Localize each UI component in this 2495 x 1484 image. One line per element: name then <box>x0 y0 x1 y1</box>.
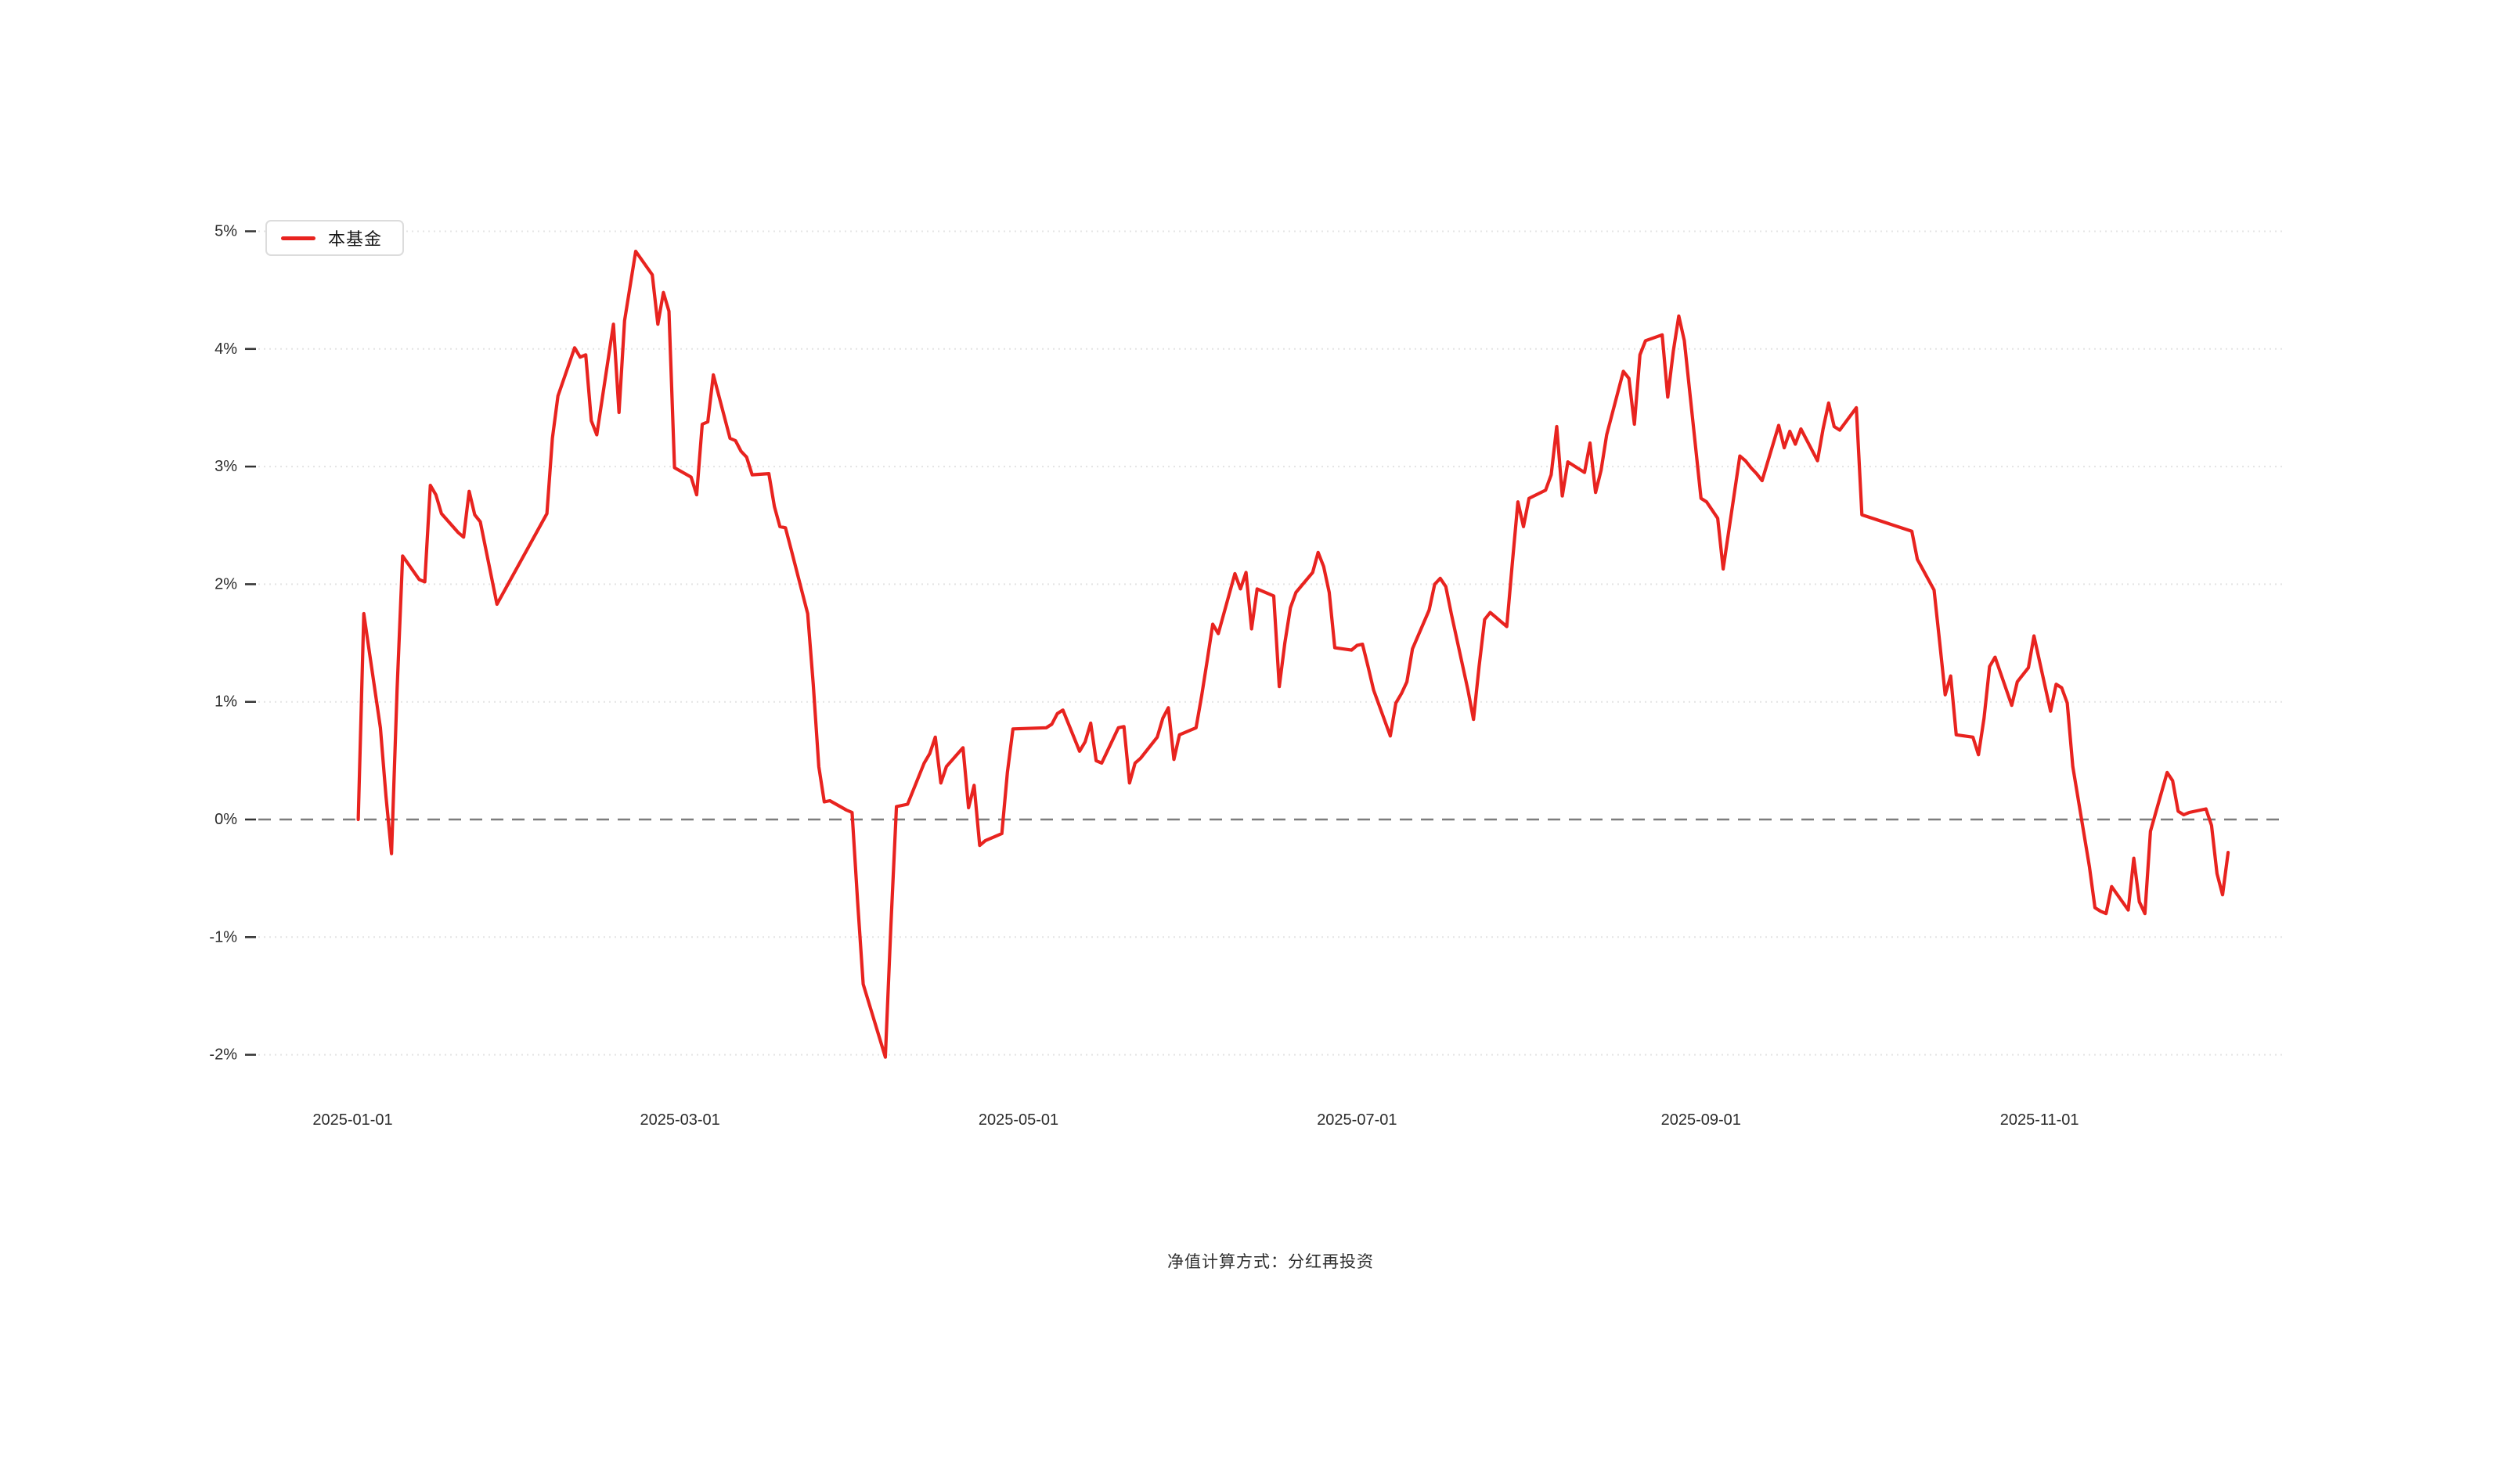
y-tick-label: -1% <box>209 928 237 946</box>
legend-line-swatch <box>281 236 315 240</box>
x-tick-label: 2025-09-01 <box>1661 1111 1741 1129</box>
y-tick-label: 5% <box>215 223 237 240</box>
x-tick-label: 2025-11-01 <box>2000 1111 2079 1129</box>
x-tick-label: 2025-03-01 <box>640 1111 720 1129</box>
y-tick-label: -2% <box>209 1046 237 1064</box>
series-line-本基金[interactable] <box>356 250 2230 1059</box>
x-tick-label: 2025-01-01 <box>312 1111 392 1129</box>
y-tick-label: 2% <box>215 575 237 593</box>
y-tick-label: 0% <box>215 811 237 828</box>
nav-calculation-caption: 净值计算方式：分红再投资 <box>1167 1253 1374 1271</box>
y-tick-label: 3% <box>215 458 237 475</box>
x-tick-label: 2025-07-01 <box>1317 1111 1397 1129</box>
y-tick-label: 1% <box>215 693 237 711</box>
legend[interactable]: 本基金 <box>265 220 405 256</box>
legend-label: 本基金 <box>328 229 383 249</box>
x-tick-label: 2025-05-01 <box>979 1111 1058 1129</box>
y-tick-label: 4% <box>215 340 237 358</box>
